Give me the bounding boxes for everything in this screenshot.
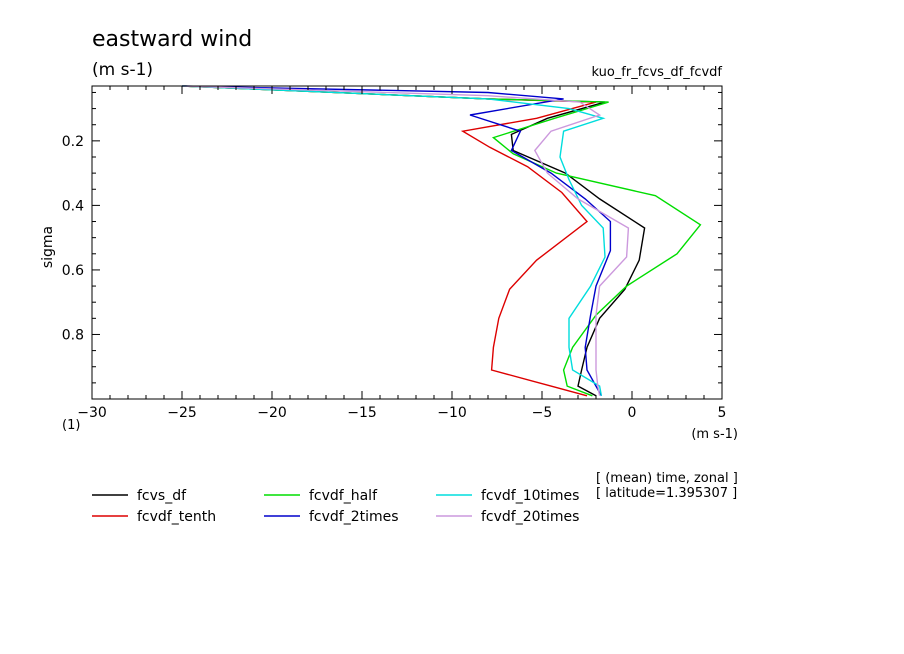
x-tick-label: −15 xyxy=(347,405,377,421)
chart-title: eastward wind xyxy=(92,27,252,52)
x-tick-label: −10 xyxy=(437,405,467,421)
y-tick-label: 0.8 xyxy=(62,327,84,343)
x-tick-label: −5 xyxy=(532,405,553,421)
series-line-fcvdf_2times xyxy=(181,85,612,397)
corner-label: (1) xyxy=(62,418,80,433)
series-line-fcvdf_half xyxy=(181,85,702,397)
y-tick-label: 0.2 xyxy=(62,134,84,150)
units-label: (m s-1) xyxy=(92,60,153,80)
legend-label-fcvdf_20times: fcvdf_20times xyxy=(481,509,579,525)
series-line-fcvdf_20times xyxy=(181,85,630,396)
x-tick-label: 0 xyxy=(628,405,637,421)
axes-layer: −30 −25 −20 −15 −10 −5 0 5 0.2 0.4 0.6 0.8 xyxy=(62,86,727,421)
plot-frame xyxy=(91,85,723,400)
series-line-fcvdf_10times xyxy=(181,85,606,396)
x-tick-label: −30 xyxy=(77,405,107,421)
legend-label-fcvdf_2times: fcvdf_2times xyxy=(309,509,399,525)
legend-label-fcvdf_half: fcvdf_half xyxy=(309,488,378,504)
x-tick-label: −25 xyxy=(167,405,197,421)
x-axis-label: (m s-1) xyxy=(691,427,738,442)
legend-label-fcvs_df: fcvs_df xyxy=(137,488,187,504)
series-layer xyxy=(181,85,702,397)
x-tick-label: −20 xyxy=(257,405,287,421)
legend: fcvs_df fcvdf_tenth fcvdf_half fcvdf_2times… xyxy=(92,488,579,525)
y-tick-label: 0.4 xyxy=(62,198,84,214)
info-line-1: [ (mean) time, zonal ] xyxy=(596,471,738,486)
y-tick-label: 0.6 xyxy=(62,263,84,279)
series-line-fcvs_df xyxy=(181,85,646,397)
experiment-label: kuo_fr_fcvs_df_fcvdf xyxy=(591,65,722,80)
series-line-fcvdf_tenth xyxy=(181,85,597,397)
x-tick-label: 5 xyxy=(718,405,727,421)
y-axis-label: sigma xyxy=(40,226,56,268)
legend-label-fcvdf_tenth: fcvdf_tenth xyxy=(137,509,216,525)
info-line-2: [ latitude=1.395307 ] xyxy=(596,486,737,501)
legend-label-fcvdf_10times: fcvdf_10times xyxy=(481,488,579,504)
